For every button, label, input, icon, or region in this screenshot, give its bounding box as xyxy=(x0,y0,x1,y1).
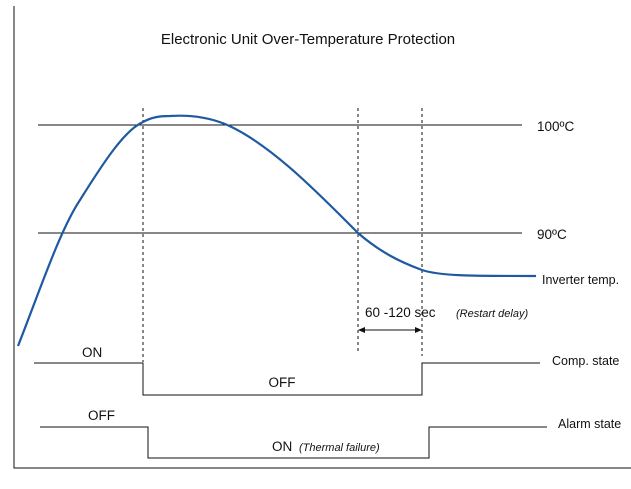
alarm-state-label: Alarm state xyxy=(558,417,621,431)
threshold-label-100: 100ºC xyxy=(537,119,574,134)
restart-delay-note: (Restart delay) xyxy=(456,308,528,320)
alarm-state-on-label: ON xyxy=(272,439,292,454)
alarm-state-on-note: (Thermal failure) xyxy=(299,442,380,454)
inverter-temp-curve xyxy=(16,114,537,347)
diagram-title: Electronic Unit Over-Temperature Protect… xyxy=(161,31,455,48)
curve-label: Inverter temp. xyxy=(542,273,619,287)
diagram-border xyxy=(13,6,631,469)
comp-state-on-label: ON xyxy=(82,345,102,360)
comp-state-off-label: OFF xyxy=(269,375,296,390)
restart-delay-range: 60 -120 sec xyxy=(365,305,436,320)
comp-state-label: Comp. state xyxy=(552,354,619,368)
restart-delay-arrow xyxy=(358,327,422,333)
alarm-state-off-label: OFF xyxy=(88,408,115,423)
comp-state-waveform xyxy=(34,362,540,396)
alarm-state-waveform xyxy=(40,426,547,459)
threshold-label-90: 90ºC xyxy=(537,227,567,242)
